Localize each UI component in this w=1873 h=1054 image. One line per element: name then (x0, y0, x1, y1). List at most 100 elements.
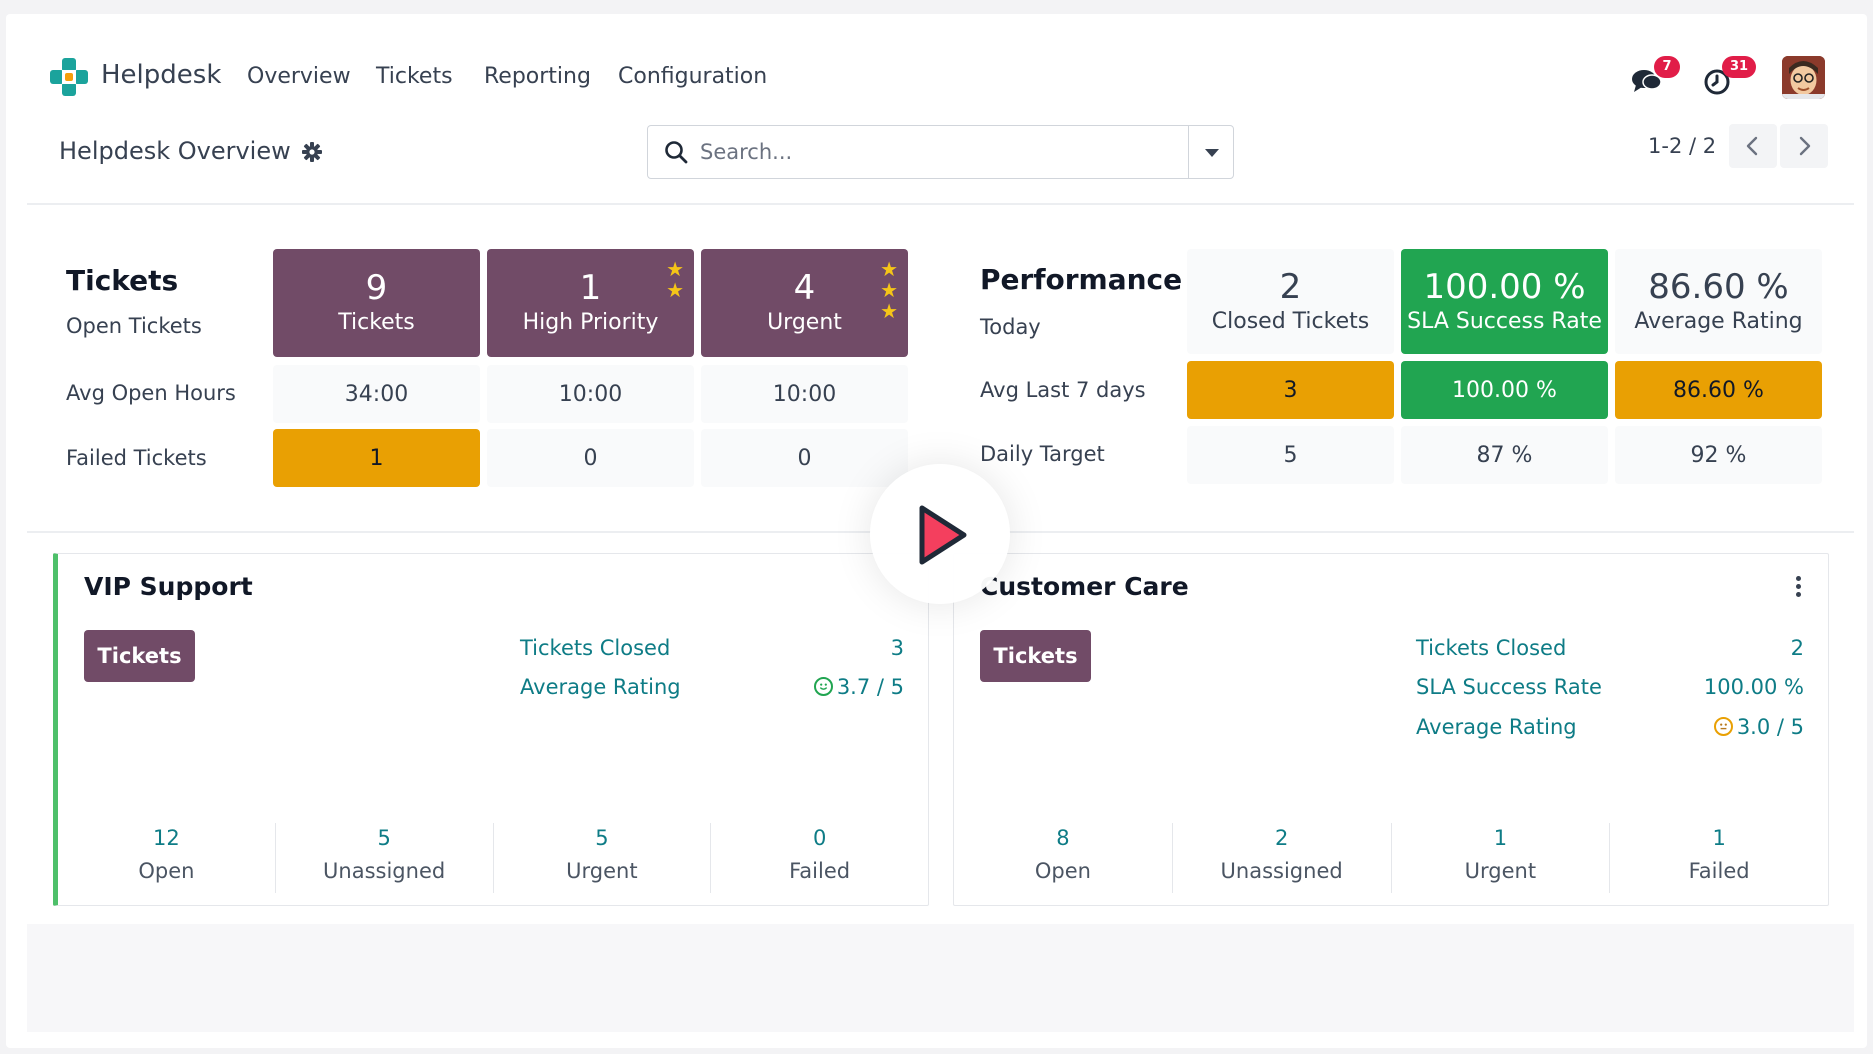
control-panel-divider (27, 203, 1854, 205)
footer-failed-count: 0 (812, 826, 827, 850)
tickets-closed-link[interactable]: Tickets Closed (1416, 636, 1567, 660)
closed-tickets-cell: 2 Closed Tickets (1187, 249, 1394, 354)
activities-menu[interactable]: 31 (1700, 54, 1762, 104)
search-bar (647, 125, 1234, 179)
footer-urgent[interactable]: 1 Urgent (1390, 823, 1610, 893)
footer-unassigned[interactable]: 2 Unassigned (1171, 823, 1391, 893)
footer-failed[interactable]: 0 Failed (710, 823, 928, 893)
avg-open-hours-high-priority: 10:00 (487, 365, 694, 423)
urgent-label: Urgent (767, 310, 842, 335)
footer-urgent-label: Urgent (566, 859, 638, 883)
sla-success-rate-link[interactable]: SLA Success Rate (1416, 675, 1602, 699)
failed-tickets-count[interactable]: 1 (273, 429, 480, 487)
average-rating-cell: 86.60 % Average Rating (1615, 249, 1822, 354)
average-rating-value: 86.60 % (1648, 266, 1789, 307)
helpdesk-logo-icon[interactable] (50, 58, 88, 96)
urgent-cell[interactable]: ★ ★ ★ 4 Urgent (701, 249, 908, 357)
footer-failed-count: 1 (1712, 826, 1726, 850)
messages-badge: 7 (1654, 56, 1680, 78)
nav-tickets[interactable]: Tickets (376, 64, 453, 89)
nav-configuration[interactable]: Configuration (618, 64, 768, 89)
search-input[interactable] (700, 136, 1170, 168)
target-average-rating[interactable]: 92 % (1615, 426, 1822, 484)
average-rating-link[interactable]: Average Rating (1416, 715, 1577, 739)
avg-sla-success-rate[interactable]: 100.00 % (1401, 361, 1608, 419)
messages-menu[interactable]: 7 (1628, 54, 1684, 104)
activities-badge: 31 (1722, 56, 1756, 78)
star-icon: ★ (880, 257, 898, 281)
daily-target-label: Daily Target (980, 442, 1105, 466)
high-priority-label: High Priority (522, 310, 659, 335)
main-navbar: Helpdesk Overview Tickets Reporting Conf… (0, 40, 1873, 116)
footer-failed[interactable]: 1 Failed (1609, 823, 1828, 893)
high-priority-cell[interactable]: ★ ★ 1 High Priority (487, 249, 694, 357)
caret-down-icon (1205, 149, 1219, 157)
tickets-closed-value[interactable]: 2 (1790, 636, 1804, 660)
search-dropdown-toggle[interactable] (1188, 126, 1233, 178)
gear-icon[interactable] (302, 142, 322, 166)
sla-success-rate-cell[interactable]: 100.00 % SLA Success Rate (1401, 249, 1608, 354)
target-sla-success-rate[interactable]: 87 % (1401, 426, 1608, 484)
average-rating-value[interactable]: 3.7 / 5 (813, 675, 904, 699)
app-name[interactable]: Helpdesk (101, 60, 222, 90)
footer-urgent-label: Urgent (1464, 859, 1537, 883)
failed-high-priority-count: 0 (487, 429, 694, 487)
page-title: Helpdesk Overview (59, 137, 291, 165)
target-closed-tickets[interactable]: 5 (1187, 426, 1394, 484)
team-card-vip-support: VIP Support Tickets Tickets Closed 3 Ave… (53, 553, 929, 906)
closed-tickets-label: Closed Tickets (1211, 308, 1370, 334)
footer-urgent[interactable]: 5 Urgent (492, 823, 711, 893)
footer-failed-label: Failed (1688, 859, 1750, 883)
team-name[interactable]: Customer Care (980, 572, 1189, 601)
tickets-closed-link[interactable]: Tickets Closed (520, 636, 671, 660)
footer-open[interactable]: 8 Open (954, 823, 1172, 893)
team-tickets-button[interactable]: Tickets (84, 630, 195, 682)
avg-last-7-days-label: Avg Last 7 days (980, 378, 1146, 402)
team-card-customer-care: Customer Care Tickets Tickets Closed 2 S… (953, 553, 1829, 906)
footer-urgent-count: 5 (595, 826, 609, 850)
pager-value[interactable]: 1-2 / 2 (1648, 134, 1717, 158)
chat-icon (1632, 70, 1662, 92)
pager-next-button[interactable] (1780, 124, 1828, 168)
team-name[interactable]: VIP Support (84, 572, 253, 601)
nav-reporting[interactable]: Reporting (484, 64, 591, 89)
smiley-happy-icon (813, 677, 833, 696)
footer-open[interactable]: 12 Open (58, 823, 275, 893)
page-background (27, 924, 1854, 1032)
tickets-subtitle: Open Tickets (66, 314, 202, 338)
urgent-count: 4 (793, 268, 816, 308)
team-footer-stats: 8 Open 2 Unassigned 1 Urgent 1 Failed (954, 823, 1828, 893)
open-tickets-cell[interactable]: 9 Tickets (273, 249, 480, 357)
failed-urgent-count: 0 (701, 429, 908, 487)
average-rating-label: Average Rating (1634, 308, 1803, 334)
avg-open-hours-label: Avg Open Hours (66, 381, 236, 405)
open-tickets-count: 9 (365, 268, 388, 308)
footer-failed-label: Failed (789, 859, 851, 883)
high-priority-count: 1 (579, 268, 602, 308)
pager-previous-button[interactable] (1729, 124, 1777, 168)
closed-tickets-count: 2 (1279, 266, 1302, 307)
performance-title: Performance (980, 263, 1183, 296)
clock-icon (1704, 69, 1730, 95)
avg-open-hours-urgent: 10:00 (701, 365, 908, 423)
average-rating-link[interactable]: Average Rating (520, 675, 681, 699)
footer-unassigned-label: Unassigned (1220, 859, 1343, 883)
footer-unassigned-label: Unassigned (323, 859, 446, 883)
team-tickets-button[interactable]: Tickets (980, 630, 1091, 682)
footer-open-label: Open (1034, 859, 1091, 883)
video-play-button[interactable] (870, 464, 1010, 604)
chevron-left-icon (1746, 136, 1758, 156)
sla-success-rate-value[interactable]: 100.00 % (1703, 675, 1804, 699)
average-rating-value[interactable]: 3.0 / 5 (1713, 715, 1804, 739)
priority-stars: ★ ★ (666, 259, 684, 301)
user-avatar[interactable] (1782, 56, 1825, 99)
star-icon: ★ (880, 278, 898, 302)
avg-average-rating[interactable]: 86.60 % (1615, 361, 1822, 419)
chevron-right-icon (1799, 136, 1811, 156)
avg-closed-tickets[interactable]: 3 (1187, 361, 1394, 419)
kebab-menu-icon[interactable] (1796, 576, 1802, 600)
footer-unassigned[interactable]: 5 Unassigned (274, 823, 493, 893)
tickets-closed-value[interactable]: 3 (890, 636, 904, 660)
nav-overview[interactable]: Overview (247, 64, 351, 89)
star-icon: ★ (880, 299, 898, 323)
